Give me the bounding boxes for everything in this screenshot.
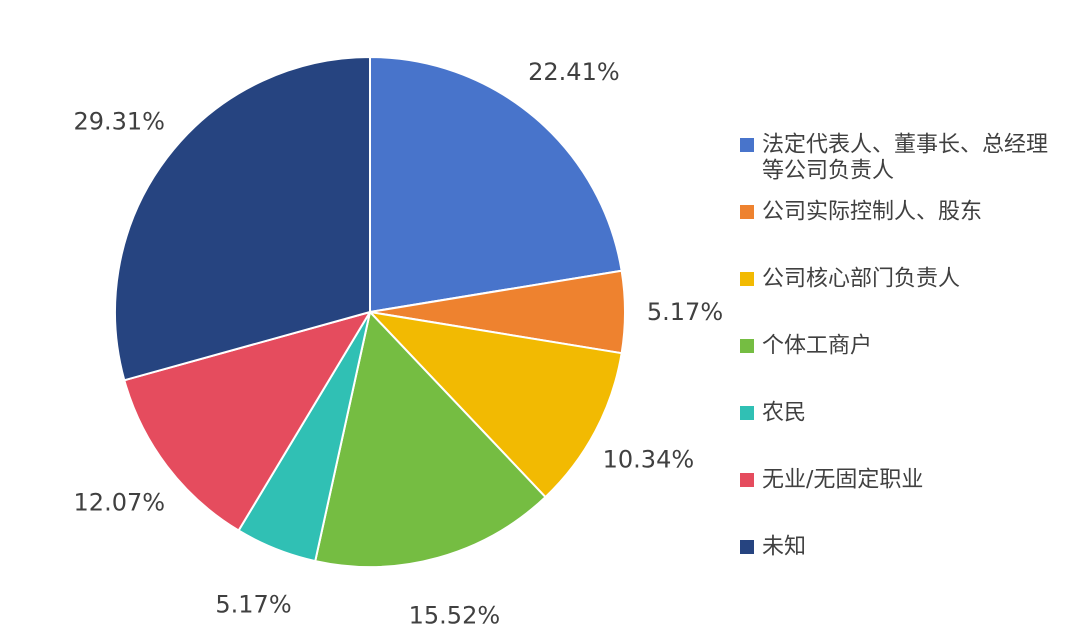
- legend-swatch: [740, 272, 754, 286]
- pie-slice: [314, 311, 547, 568]
- legend-label: 无业/无固定职业: [762, 468, 923, 493]
- legend-label: 个体工商户: [762, 334, 872, 359]
- legend-swatch: [740, 205, 754, 219]
- legend-swatch: [740, 138, 754, 152]
- pie-slice: [123, 311, 371, 532]
- legend-swatch: [740, 540, 754, 554]
- slice-value-label: 22.41%: [528, 58, 620, 86]
- legend-label: 农民: [762, 401, 806, 426]
- slice-value-label: 12.07%: [74, 489, 166, 517]
- pie-slice: [369, 311, 623, 499]
- legend-swatch: [740, 406, 754, 420]
- legend-swatch: [740, 339, 754, 353]
- legend-item: 个体工商户: [740, 334, 872, 359]
- slice-value-label: 10.34%: [603, 446, 695, 474]
- legend-label: 公司实际控制人、股东: [762, 200, 982, 225]
- legend-swatch: [740, 473, 754, 487]
- legend-label: 未知: [762, 535, 806, 560]
- slice-value-label: 29.31%: [73, 107, 165, 135]
- legend-item: 农民: [740, 401, 806, 426]
- legend-item: 公司实际控制人、股东: [740, 200, 982, 225]
- legend-item: 未知: [740, 535, 806, 560]
- pie-slices: [114, 56, 626, 568]
- slice-value-label: 5.17%: [215, 591, 291, 619]
- legend-item: 无业/无固定职业: [740, 468, 923, 493]
- legend-label: 公司核心部门负责人: [762, 267, 960, 292]
- legend-item: 法定代表人、董事长、总经理等公司负责人: [740, 133, 1048, 184]
- slice-value-label: 5.17%: [647, 298, 723, 326]
- legend: 法定代表人、董事长、总经理等公司负责人公司实际控制人、股东公司核心部门负责人个体…: [740, 133, 1048, 560]
- legend-item: 公司核心部门负责人: [740, 267, 960, 292]
- pie-slice: [114, 56, 371, 382]
- slice-value-label: 15.52%: [409, 602, 501, 625]
- pie-slice: [369, 56, 623, 313]
- pie-value-labels: 22.41% 5.17% 10.34% 15.52% 5.17% 12.07% 29.31%: [73, 58, 723, 625]
- legend-label: 法定代表人、董事长、总经理等公司负责人: [762, 133, 1048, 184]
